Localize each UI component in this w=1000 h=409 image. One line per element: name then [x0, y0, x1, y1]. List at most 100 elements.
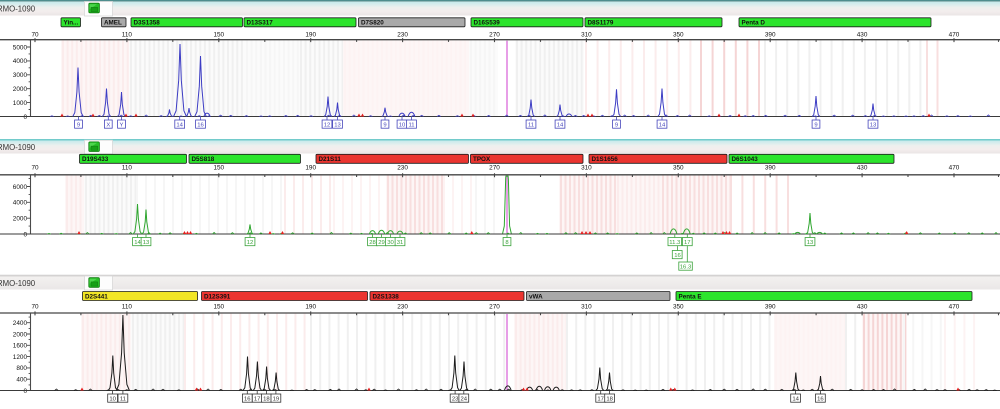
svg-text:Penta D: Penta D	[742, 20, 766, 27]
svg-text:390: 390	[765, 165, 776, 172]
svg-text:D19S433: D19S433	[82, 156, 109, 163]
svg-text:RMO-1090: RMO-1090	[0, 5, 36, 14]
svg-text:RMO-1090: RMO-1090	[0, 143, 36, 152]
svg-text:470: 470	[949, 165, 960, 172]
svg-text:18: 18	[606, 396, 613, 402]
svg-text:10: 10	[109, 396, 116, 402]
svg-text:110: 110	[122, 32, 133, 39]
svg-text:310: 310	[581, 32, 592, 39]
svg-text:430: 430	[857, 32, 868, 39]
svg-text:70: 70	[31, 32, 39, 39]
svg-text:8: 8	[505, 240, 509, 246]
svg-text:230: 230	[397, 304, 408, 311]
svg-text:0: 0	[23, 231, 27, 238]
svg-text:13: 13	[870, 122, 877, 128]
svg-text:19: 19	[273, 396, 280, 402]
svg-text:270: 270	[489, 165, 500, 172]
svg-text:16: 16	[197, 122, 204, 128]
svg-text:150: 150	[213, 304, 224, 311]
svg-text:2000: 2000	[13, 216, 28, 223]
svg-text:D2S441: D2S441	[85, 293, 108, 300]
svg-text:11: 11	[528, 122, 534, 128]
svg-text:350: 350	[673, 304, 684, 311]
svg-text:14: 14	[176, 122, 183, 128]
svg-text:9: 9	[615, 122, 618, 128]
svg-text:D5S818: D5S818	[192, 156, 215, 163]
svg-text:190: 190	[305, 32, 316, 39]
svg-text:400: 400	[16, 377, 27, 384]
svg-text:1200: 1200	[13, 354, 28, 361]
svg-text:12: 12	[324, 122, 331, 128]
svg-text:10: 10	[399, 122, 406, 128]
svg-text:4000: 4000	[13, 200, 28, 207]
svg-text:110: 110	[122, 165, 133, 172]
svg-text:350: 350	[673, 165, 684, 172]
svg-text:13: 13	[807, 240, 814, 246]
svg-text:310: 310	[581, 165, 592, 172]
svg-text:2000: 2000	[13, 331, 28, 338]
svg-text:0: 0	[23, 114, 27, 121]
svg-text:14: 14	[557, 122, 564, 128]
svg-text:230: 230	[397, 165, 408, 172]
svg-text:16: 16	[674, 253, 681, 259]
svg-text:31: 31	[397, 240, 404, 246]
svg-text:2000: 2000	[13, 86, 28, 93]
svg-text:16: 16	[817, 396, 824, 402]
svg-text:28: 28	[369, 240, 376, 246]
svg-text:RMO-1090: RMO-1090	[0, 279, 36, 288]
svg-text:14: 14	[659, 122, 666, 128]
svg-text:9: 9	[383, 122, 386, 128]
svg-text:D16S539: D16S539	[474, 20, 501, 27]
svg-text:D3S1358: D3S1358	[134, 20, 161, 27]
svg-text:110: 110	[122, 304, 133, 311]
svg-text:0: 0	[23, 388, 27, 395]
svg-text:1000: 1000	[13, 100, 28, 107]
svg-text:D8S1179: D8S1179	[588, 20, 614, 27]
svg-text:800: 800	[16, 365, 27, 372]
svg-text:D12S391: D12S391	[204, 293, 231, 300]
svg-text:270: 270	[489, 304, 500, 311]
svg-text:Penta E: Penta E	[679, 293, 702, 300]
svg-text:390: 390	[765, 32, 776, 39]
svg-text:30: 30	[387, 240, 394, 246]
svg-text:70: 70	[31, 165, 39, 172]
svg-text:9: 9	[814, 122, 817, 128]
svg-text:310: 310	[581, 304, 592, 311]
svg-text:17: 17	[684, 240, 691, 246]
svg-text:Yin...: Yin...	[64, 20, 79, 27]
svg-text:TPOX: TPOX	[473, 156, 491, 163]
svg-text:470: 470	[949, 304, 960, 311]
svg-text:16: 16	[244, 396, 251, 402]
svg-text:16.3: 16.3	[680, 265, 692, 271]
svg-text:13: 13	[334, 122, 341, 128]
svg-text:24: 24	[461, 396, 468, 402]
svg-text:D13S317: D13S317	[247, 20, 274, 27]
svg-text:3000: 3000	[13, 72, 28, 79]
svg-text:12: 12	[247, 240, 254, 246]
svg-text:470: 470	[949, 32, 960, 39]
svg-text:23: 23	[452, 396, 459, 402]
svg-text:9: 9	[77, 122, 80, 128]
svg-text:2400: 2400	[13, 320, 28, 327]
svg-text:D6S1043: D6S1043	[732, 156, 759, 163]
svg-text:1600: 1600	[13, 343, 28, 350]
svg-text:11: 11	[408, 122, 414, 128]
svg-text:17: 17	[597, 396, 604, 402]
svg-text:4000: 4000	[13, 58, 28, 65]
svg-text:14: 14	[134, 240, 141, 246]
svg-text:vWA: vWA	[529, 293, 543, 300]
svg-text:14: 14	[792, 396, 799, 402]
svg-text:430: 430	[857, 165, 868, 172]
svg-text:6000: 6000	[13, 184, 28, 191]
svg-text:5000: 5000	[13, 44, 28, 51]
svg-text:150: 150	[213, 165, 224, 172]
svg-text:11.3: 11.3	[669, 240, 681, 246]
svg-text:13: 13	[143, 240, 150, 246]
svg-text:D2S1338: D2S1338	[373, 293, 400, 300]
svg-text:230: 230	[397, 32, 408, 39]
svg-text:350: 350	[673, 32, 684, 39]
svg-text:17: 17	[254, 396, 261, 402]
svg-text:150: 150	[213, 32, 224, 39]
svg-text:D21S11: D21S11	[319, 156, 342, 163]
svg-text:270: 270	[489, 32, 500, 39]
